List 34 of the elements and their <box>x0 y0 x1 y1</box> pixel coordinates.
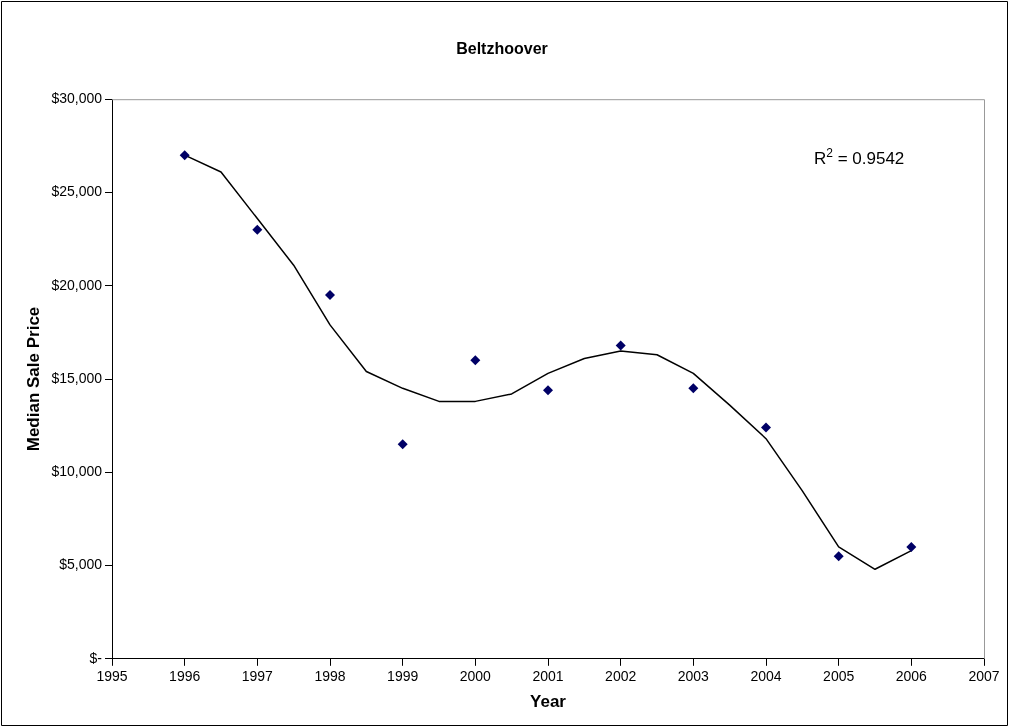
y-tick-label: $30,000 <box>51 90 103 107</box>
point <box>615 340 626 351</box>
y-tick-label: $15,000 <box>51 369 103 386</box>
y-tick-label: $10,000 <box>51 463 103 480</box>
point <box>397 439 408 450</box>
chart-title: Beltzhoover <box>456 40 548 58</box>
point <box>688 383 699 394</box>
point <box>179 150 190 161</box>
point <box>761 422 771 433</box>
x-tick-label: 2000 <box>459 668 492 685</box>
x-tick-label: 2007 <box>968 668 1000 685</box>
x-axis-title: Year <box>530 692 567 712</box>
y-tick-label: $20,000 <box>51 276 103 293</box>
x-tick-label: 2003 <box>677 668 710 685</box>
point <box>906 541 917 552</box>
point <box>325 290 336 301</box>
point <box>252 224 263 235</box>
x-tick-label: 1997 <box>241 668 274 685</box>
point <box>543 385 553 396</box>
y-tick-label: $- <box>89 649 103 666</box>
point <box>833 551 844 562</box>
y-tick-label: $5,000 <box>59 556 103 573</box>
x-tick-label: 1998 <box>314 668 346 685</box>
x-tick-label: 1999 <box>387 668 419 685</box>
x-tick-label: 2005 <box>823 668 855 685</box>
x-tick-label: 2006 <box>895 668 928 685</box>
y-axis-title: Median Sale Price <box>23 306 43 452</box>
x-tick-label: 2004 <box>750 668 782 685</box>
x-tick-label: 2001 <box>532 668 564 685</box>
x-tick-label: 2002 <box>605 668 637 685</box>
x-tick-label: 1995 <box>96 668 128 685</box>
x-tick-label: 1996 <box>169 668 201 685</box>
point <box>470 355 481 366</box>
y-tick-label: $25,000 <box>51 183 103 200</box>
